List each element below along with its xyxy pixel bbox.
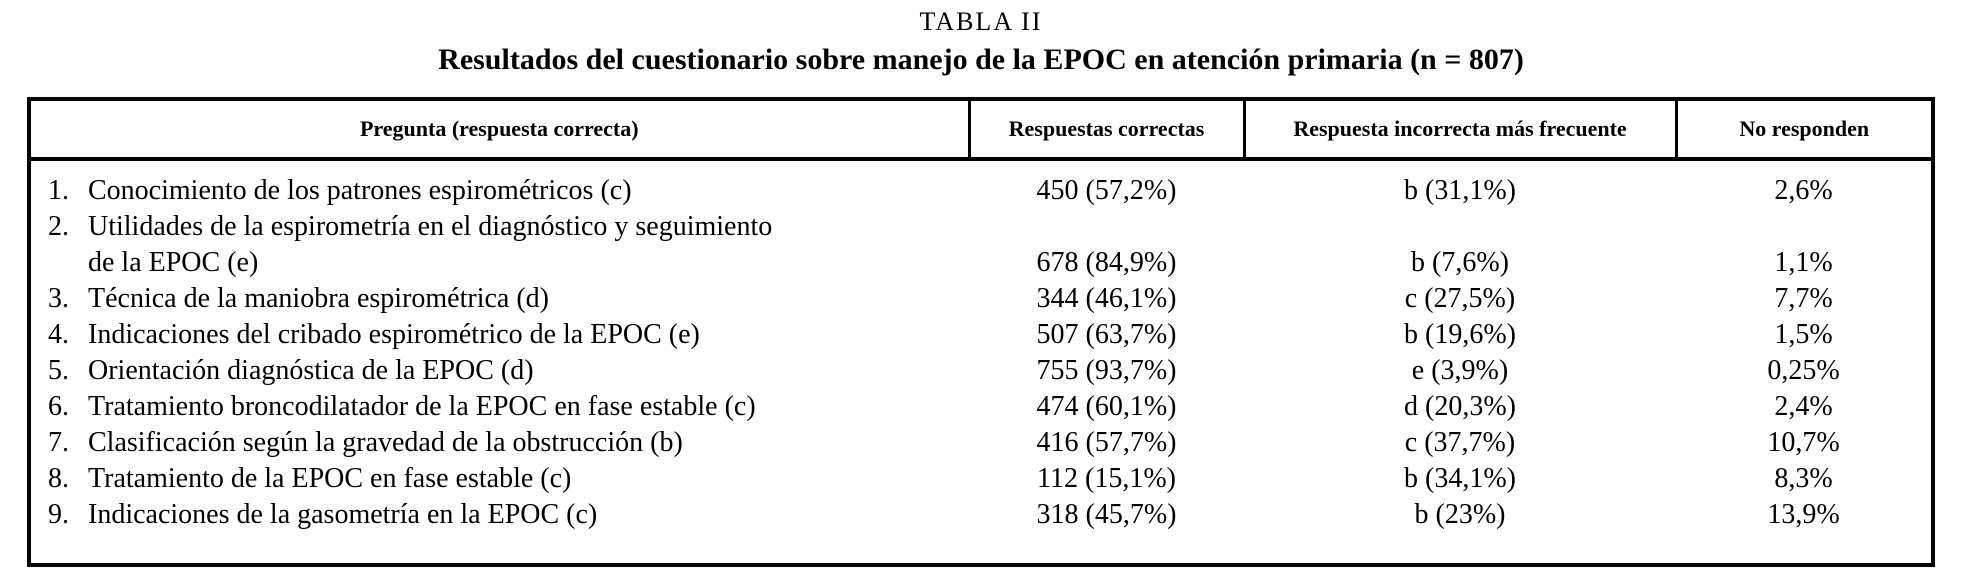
- question-cell: 3. Técnica de la maniobra espirométrica (…: [29, 281, 969, 317]
- table-subtitle: Resultados del cuestionario sobre manejo…: [438, 43, 1524, 76]
- question-line: 9. Indicaciones de la gasometría en la EP…: [48, 497, 969, 533]
- question-cell: 7. Clasificación según la gravedad de la …: [29, 425, 969, 461]
- question-text: Utilidades de la espirometría en el diag…: [88, 211, 773, 242]
- table-row: 4. Indicaciones del cribado espirométrico…: [29, 317, 1933, 353]
- question-cell: 4. Indicaciones del cribado espirométrico…: [29, 317, 969, 353]
- question-number: 9.: [48, 499, 69, 530]
- correct-responses-cell: 112 (15,1%): [1037, 463, 1176, 494]
- question-number: 1.: [48, 175, 69, 206]
- no-answer-cell: 2,4%: [1774, 391, 1833, 422]
- question-number: 4.: [48, 319, 69, 350]
- no-answer-cell: 10,7%: [1767, 427, 1840, 458]
- column-header-question: Pregunta (respuesta correcta): [29, 99, 969, 161]
- correct-responses-cell: 507 (63,7%): [1036, 319, 1177, 350]
- incorrect-response-cell: b (31,1%): [1404, 175, 1516, 206]
- question-text: Técnica de la maniobra espirométrica (d): [88, 283, 549, 314]
- no-answer-cell: 2,6%: [1774, 175, 1833, 206]
- no-answer-cell: 8,3%: [1774, 463, 1833, 494]
- table-header-row: Pregunta (respuesta correcta) Respuestas…: [29, 99, 1933, 161]
- question-text: Clasificación según la gravedad de la ob…: [88, 427, 683, 458]
- incorrect-response-cell: c (27,5%): [1404, 283, 1516, 314]
- correct-responses-cell: 474 (60,1%): [1036, 391, 1177, 422]
- question-text: Orientación diagnóstica de la EPOC (d): [88, 355, 534, 386]
- table-row: 9. Indicaciones de la gasometría en la EP…: [29, 497, 1933, 565]
- correct-responses-cell: 416 (57,7%): [1036, 427, 1177, 458]
- question-cell: 9. Indicaciones de la gasometría en la EP…: [29, 497, 969, 565]
- incorrect-response-cell: e (3,9%): [1411, 355, 1509, 386]
- question-line: 5. Orientación diagnóstica de la EPOC (d): [48, 353, 969, 389]
- table-row: 3. Técnica de la maniobra espirométrica (…: [29, 281, 1933, 317]
- question-text: Tratamiento de la EPOC en fase estable (…: [88, 463, 572, 494]
- results-table: Pregunta (respuesta correcta) Respuestas…: [27, 97, 1935, 567]
- table-row: 7. Clasificación según la gravedad de la …: [29, 425, 1933, 461]
- no-answer-cell: 1,5%: [1774, 319, 1833, 350]
- question-number: 2.: [48, 211, 69, 242]
- table-row: 1. Conocimiento de los patrones espiromét…: [29, 159, 1933, 209]
- question-line: 8. Tratamiento de la EPOC en fase estable…: [48, 461, 969, 497]
- column-header-noanswer: No responden: [1674, 99, 1933, 161]
- question-line: 7. Clasificación según la gravedad de la …: [48, 425, 969, 461]
- question-line: 4. Indicaciones del cribado espirométrico…: [48, 317, 969, 353]
- table-row: 5. Orientación diagnóstica de la EPOC (d)…: [29, 353, 1933, 389]
- table-row: 8. Tratamiento de la EPOC en fase estable…: [29, 461, 1933, 497]
- no-answer-cell: 13,9%: [1767, 499, 1840, 530]
- incorrect-response-cell: b (23%): [1414, 499, 1506, 530]
- column-header-correct: Respuestas correctas: [967, 99, 1244, 161]
- incorrect-response-cell: b (34,1%): [1404, 463, 1516, 494]
- question-cell: 5. Orientación diagnóstica de la EPOC (d): [29, 353, 969, 389]
- question-text-continued: de la EPOC (e): [88, 247, 259, 278]
- question-cell: 2. Utilidades de la espirometría en el di…: [29, 209, 969, 281]
- incorrect-response-cell: c (37,7%): [1404, 427, 1516, 458]
- table-row: 6. Tratamiento broncodilatador de la EPOC…: [29, 389, 1933, 425]
- question-text: Conocimiento de los patrones espirométri…: [88, 175, 632, 206]
- question-number: 6.: [48, 391, 69, 422]
- incorrect-response-cell: b (7,6%): [1411, 247, 1509, 278]
- correct-responses-cell: 450 (57,2%): [1036, 175, 1177, 206]
- question-cell: 1. Conocimiento de los patrones espiromét…: [29, 159, 969, 209]
- question-number: 7.: [48, 427, 69, 458]
- incorrect-response-cell: b (19,6%): [1404, 319, 1516, 350]
- no-answer-cell: 7,7%: [1774, 283, 1833, 314]
- question-cell: 8. Tratamiento de la EPOC en fase estable…: [29, 461, 969, 497]
- question-cell: 6. Tratamiento broncodilatador de la EPOC…: [29, 389, 969, 425]
- no-answer-cell: 1,1%: [1774, 247, 1833, 278]
- table-body: 1. Conocimiento de los patrones espiromét…: [29, 159, 1933, 565]
- question-text: Indicaciones de la gasometría en la EPOC…: [88, 499, 598, 530]
- question-text: Indicaciones del cribado espirométrico d…: [88, 319, 700, 350]
- correct-responses-cell: 755 (93,7%): [1036, 355, 1177, 386]
- correct-responses-cell: 318 (45,7%): [1036, 499, 1177, 530]
- question-line: 3. Técnica de la maniobra espirométrica (…: [48, 281, 969, 317]
- question-text: Tratamiento broncodilatador de la EPOC e…: [88, 391, 756, 422]
- correct-responses-cell: 344 (46,1%): [1036, 283, 1177, 314]
- incorrect-response-cell: d (20,3%): [1404, 391, 1516, 422]
- question-line: 2. Utilidades de la espirometría en el di…: [48, 209, 969, 245]
- column-header-incorrect: Respuesta incorrecta más frecuente: [1242, 99, 1676, 161]
- question-number: 3.: [48, 283, 69, 314]
- question-line: 1. Conocimiento de los patrones espiromét…: [48, 173, 969, 209]
- question-number: 5.: [48, 355, 69, 386]
- correct-responses-cell: 678 (84,9%): [1036, 247, 1177, 278]
- question-number: 8.: [48, 463, 69, 494]
- question-line: 6. Tratamiento broncodilatador de la EPOC…: [48, 389, 969, 425]
- no-answer-cell: 0,25%: [1767, 355, 1840, 386]
- table-row: 2. Utilidades de la espirometría en el di…: [29, 209, 1933, 281]
- table-title: TABLA II: [919, 7, 1043, 36]
